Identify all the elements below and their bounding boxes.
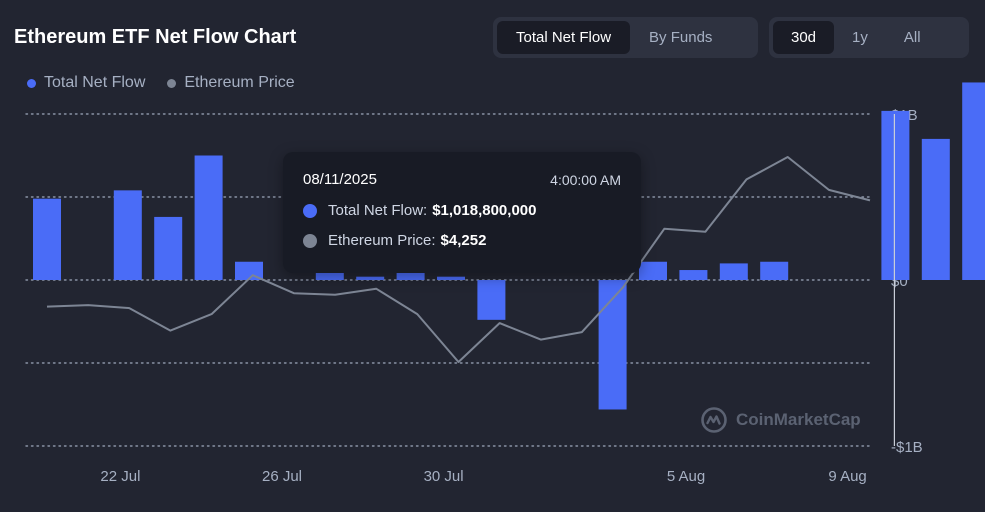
- net-flow-dot-icon: [27, 78, 36, 88]
- bar: [760, 261, 789, 280]
- range-toggle: 30d 1y All: [769, 17, 969, 58]
- page-title: Ethereum ETF Net Flow Chart: [14, 26, 297, 48]
- bar: [33, 198, 61, 280]
- bar: [881, 110, 910, 280]
- tooltip-price-row: Ethereum Price: $4,252: [303, 232, 486, 249]
- chart-legend: Total Net Flow Ethereum Price: [27, 74, 295, 92]
- legend-label-price: Ethereum Price: [184, 74, 295, 91]
- view-toggle: Total Net Flow By Funds: [493, 17, 758, 58]
- range-30d[interactable]: 30d: [773, 21, 835, 54]
- legend-item-price[interactable]: Ethereum Price: [167, 74, 295, 92]
- bar: [437, 276, 465, 280]
- legend-item-net-flow[interactable]: Total Net Flow: [27, 74, 145, 92]
- x-tick-label: 9 Aug: [828, 468, 866, 485]
- net-flow-dot-icon: [303, 203, 317, 218]
- legend-label-net-flow: Total Net Flow: [44, 74, 146, 91]
- x-tick-label: 26 Jul: [262, 468, 302, 485]
- bar: [679, 270, 708, 280]
- y-tick-label: -$1B: [891, 439, 923, 456]
- range-1y[interactable]: 1y: [852, 29, 868, 46]
- tooltip-time: 4:00:00 AM: [550, 171, 621, 188]
- watermark: CoinMarketCap: [700, 406, 861, 434]
- bar: [962, 82, 985, 281]
- bar: [396, 271, 425, 280]
- tab-by-funds[interactable]: By Funds: [649, 29, 713, 46]
- range-all[interactable]: All: [903, 29, 921, 46]
- tooltip-net-flow-label: Total Net Flow:: [328, 202, 428, 219]
- coinmarketcap-logo-icon: [701, 407, 727, 433]
- bar: [154, 216, 183, 280]
- tooltip-price-value: $4,252: [440, 232, 487, 249]
- bar: [921, 138, 950, 280]
- tooltip-net-flow-row: Total Net Flow: $1,018,800,000: [303, 202, 536, 219]
- x-tick-label: 22 Jul: [100, 468, 140, 485]
- tooltip-net-flow-value: $1,018,800,000: [432, 202, 537, 219]
- watermark-text: CoinMarketCap: [736, 410, 861, 429]
- price-dot-icon: [167, 78, 177, 88]
- bar: [194, 155, 223, 280]
- price-dot-icon: [303, 233, 317, 248]
- tab-total-net-flow[interactable]: Total Net Flow: [497, 21, 631, 54]
- tooltip-price-label: Ethereum Price:: [328, 232, 436, 249]
- bar: [356, 276, 385, 280]
- price-line: [46, 156, 871, 363]
- bar: [235, 261, 263, 280]
- bar: [719, 263, 748, 280]
- chart-tooltip: 08/11/2025 4:00:00 AM Total Net Flow: $1…: [283, 152, 641, 273]
- x-tick-label: 5 Aug: [667, 468, 705, 485]
- bar: [598, 280, 627, 410]
- bar: [477, 280, 506, 320]
- bar: [113, 190, 142, 280]
- tooltip-date: 08/11/2025: [303, 171, 377, 188]
- x-tick-label: 30 Jul: [424, 468, 464, 485]
- bar: [639, 261, 667, 280]
